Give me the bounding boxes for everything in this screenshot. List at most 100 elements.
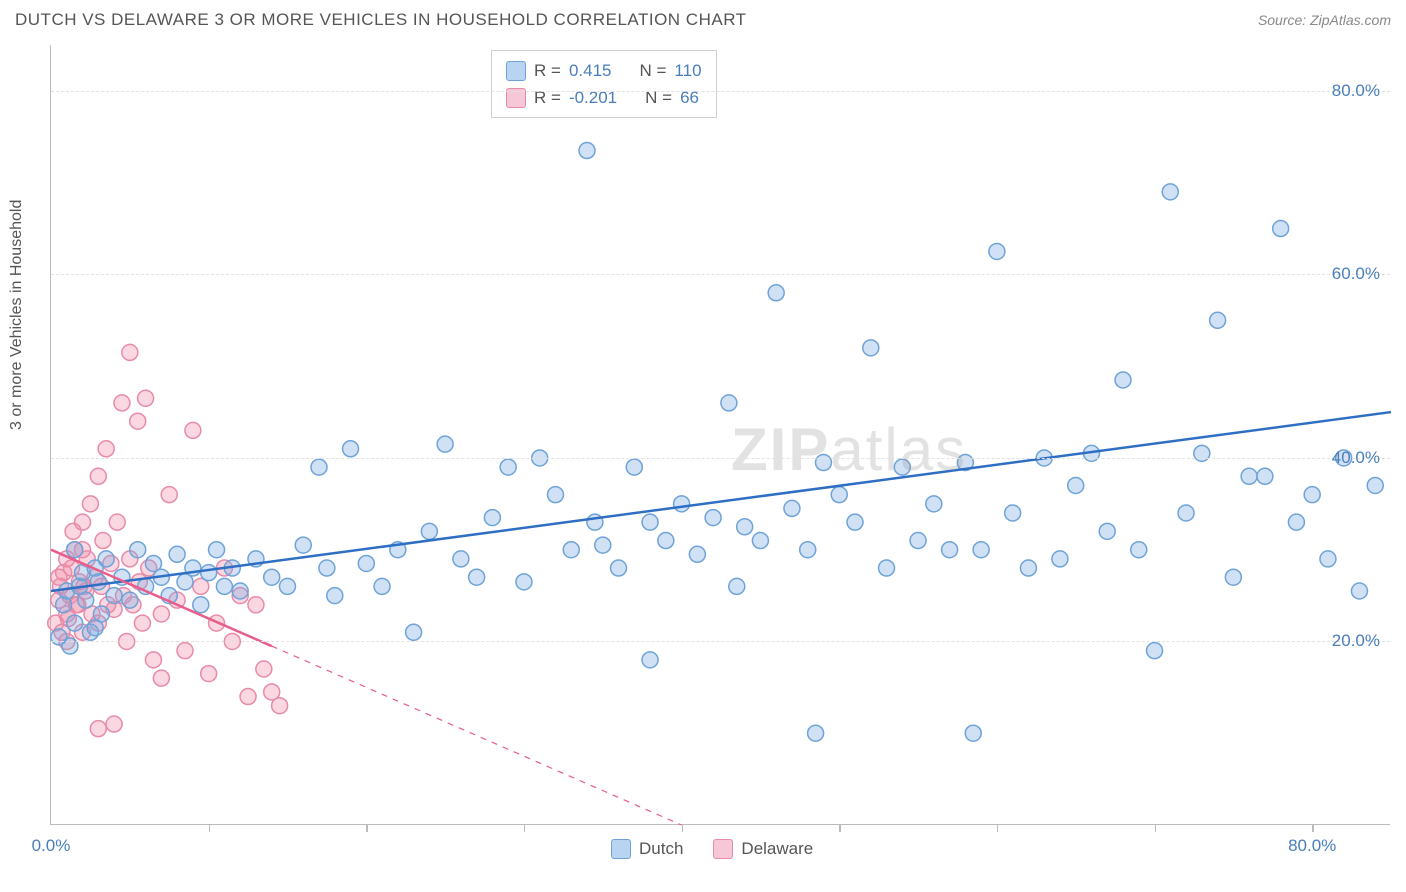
scatter-point	[67, 615, 83, 631]
xtick-label-max: 80.0%	[1288, 836, 1336, 856]
gridline	[51, 641, 1390, 642]
scatter-point	[1225, 569, 1241, 585]
scatter-point	[232, 583, 248, 599]
trend-line	[51, 412, 1391, 591]
ytick-label: 60.0%	[1332, 264, 1380, 284]
scatter-point	[153, 606, 169, 622]
scatter-point	[595, 537, 611, 553]
source-attribution: Source: ZipAtlas.com	[1258, 12, 1391, 28]
scatter-point	[1241, 468, 1257, 484]
scatter-point	[942, 542, 958, 558]
scatter-point	[98, 551, 114, 567]
scatter-point	[374, 578, 390, 594]
scatter-point	[1005, 505, 1021, 521]
legend-swatch-icon	[611, 839, 631, 859]
scatter-point	[989, 243, 1005, 259]
legend-item-dutch: Dutch	[611, 839, 683, 859]
scatter-point	[130, 542, 146, 558]
gridline	[51, 91, 1390, 92]
scatter-point	[1367, 477, 1383, 493]
scatter-point	[973, 542, 989, 558]
scatter-point	[90, 468, 106, 484]
scatter-svg	[51, 45, 1390, 824]
scatter-point	[272, 698, 288, 714]
scatter-point	[109, 514, 125, 530]
scatter-point	[114, 395, 130, 411]
scatter-point	[910, 533, 926, 549]
ytick-label: 20.0%	[1332, 631, 1380, 651]
scatter-point	[674, 496, 690, 512]
scatter-point	[547, 487, 563, 503]
ytick-label: 40.0%	[1332, 448, 1380, 468]
gridline	[51, 274, 1390, 275]
xtick	[366, 824, 368, 832]
scatter-point	[209, 542, 225, 558]
scatter-point	[193, 597, 209, 613]
scatter-point	[185, 422, 201, 438]
scatter-point	[421, 523, 437, 539]
scatter-point	[705, 510, 721, 526]
scatter-point	[106, 716, 122, 732]
scatter-point	[256, 661, 272, 677]
scatter-point	[658, 533, 674, 549]
scatter-point	[1162, 184, 1178, 200]
scatter-point	[926, 496, 942, 512]
xtick	[524, 824, 526, 832]
scatter-point	[847, 514, 863, 530]
scatter-point	[484, 510, 500, 526]
scatter-point	[1147, 643, 1163, 659]
scatter-point	[831, 487, 847, 503]
scatter-point	[358, 555, 374, 571]
scatter-point	[90, 574, 106, 590]
legend-swatch-icon	[713, 839, 733, 859]
legend-row-dutch: R = 0.415 N = 110	[506, 57, 702, 84]
chart-plot-area: ZIPatlas R = 0.415 N = 110 R = -0.201 N …	[50, 45, 1390, 825]
scatter-point	[784, 500, 800, 516]
xtick	[682, 824, 684, 832]
scatter-point	[437, 436, 453, 452]
series-legend: Dutch Delaware	[611, 839, 813, 859]
scatter-point	[161, 487, 177, 503]
scatter-point	[626, 459, 642, 475]
scatter-point	[1257, 468, 1273, 484]
trend-line-extrapolated	[272, 646, 682, 825]
scatter-point	[894, 459, 910, 475]
scatter-point	[1178, 505, 1194, 521]
scatter-point	[1320, 551, 1336, 567]
gridline	[51, 458, 1390, 459]
scatter-point	[469, 569, 485, 585]
scatter-point	[563, 542, 579, 558]
correlation-legend: R = 0.415 N = 110 R = -0.201 N = 66	[491, 50, 717, 118]
scatter-point	[1304, 487, 1320, 503]
scatter-point	[1351, 583, 1367, 599]
scatter-point	[1052, 551, 1068, 567]
scatter-point	[1288, 514, 1304, 530]
scatter-point	[343, 441, 359, 457]
scatter-point	[752, 533, 768, 549]
scatter-point	[145, 652, 161, 668]
scatter-point	[808, 725, 824, 741]
scatter-point	[153, 670, 169, 686]
scatter-point	[134, 615, 150, 631]
scatter-point	[1210, 312, 1226, 328]
xtick	[209, 824, 211, 832]
legend-swatch-dutch	[506, 61, 526, 81]
scatter-point	[642, 514, 658, 530]
legend-item-delaware: Delaware	[713, 839, 813, 859]
scatter-point	[177, 643, 193, 659]
scatter-point	[201, 565, 217, 581]
xtick-label-min: 0.0%	[32, 836, 71, 856]
scatter-point	[800, 542, 816, 558]
scatter-point	[65, 523, 81, 539]
y-axis-label: 3 or more Vehicles in Household	[8, 200, 26, 430]
scatter-point	[122, 592, 138, 608]
scatter-point	[689, 546, 705, 562]
scatter-point	[78, 592, 94, 608]
scatter-point	[98, 441, 114, 457]
scatter-point	[240, 689, 256, 705]
scatter-point	[516, 574, 532, 590]
scatter-point	[90, 721, 106, 737]
ytick-label: 80.0%	[1332, 81, 1380, 101]
scatter-point	[1099, 523, 1115, 539]
scatter-point	[216, 578, 232, 594]
